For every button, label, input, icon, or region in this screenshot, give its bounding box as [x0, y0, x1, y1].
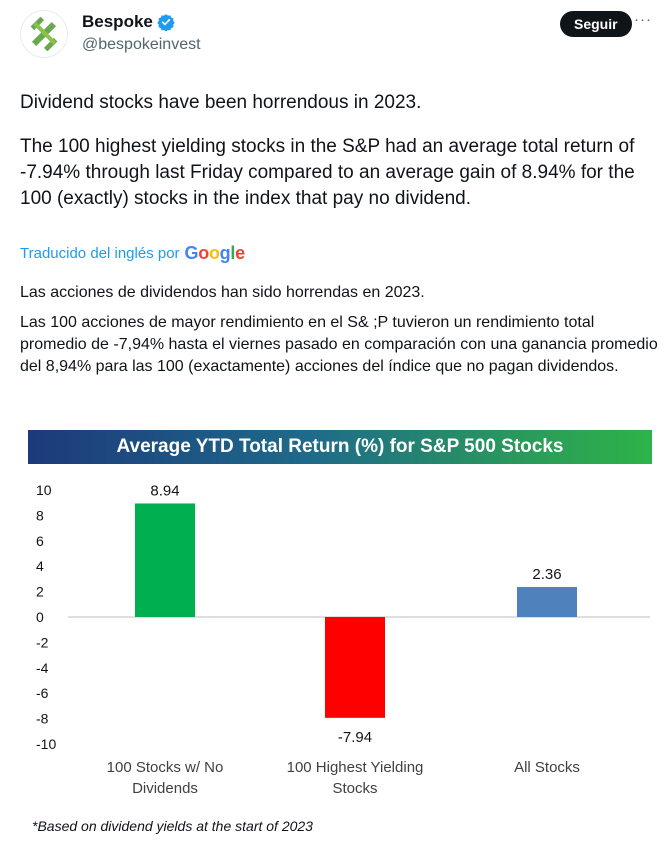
y-tick-label: 2	[36, 584, 44, 600]
follow-button[interactable]: Seguir	[560, 11, 632, 37]
translated-paragraph: Las acciones de dividendos han sido horr…	[20, 284, 425, 301]
y-tick-label: 10	[36, 482, 52, 498]
data-label: 2.36	[532, 566, 561, 583]
translation-label: Traducido del inglés por	[20, 245, 180, 262]
display-name[interactable]: Bespoke	[82, 12, 153, 31]
y-tick-label: 4	[36, 558, 44, 574]
category-label: Dividends	[132, 780, 198, 797]
y-tick-label: -4	[36, 660, 49, 676]
y-tick-label: 0	[36, 609, 44, 625]
chart-footnote: *Based on dividend yields at the start o…	[32, 818, 313, 834]
translated-paragraph: Las 100 acciones de mayor rendimiento en…	[20, 314, 658, 375]
google-logo: Google	[184, 243, 246, 263]
more-options-icon[interactable]: ···	[634, 11, 652, 28]
tweet-header: Bespoke @bespokeinvest Seguir ···	[0, 0, 672, 75]
verified-badge-icon	[157, 14, 175, 31]
y-tick-label: -8	[36, 711, 49, 727]
data-label: 8.94	[150, 482, 179, 499]
category-label: 100 Highest Yielding	[287, 759, 424, 776]
tweet-paragraph: The 100 highest yielding stocks in the S…	[20, 136, 635, 209]
chart-image[interactable]: Average YTD Total Return (%) for S&P 500…	[20, 430, 652, 840]
y-tick-label: -6	[36, 685, 49, 701]
y-tick-label: 8	[36, 507, 44, 523]
display-name-row: Bespoke	[82, 12, 175, 32]
category-label: All Stocks	[514, 759, 580, 776]
category-label: 100 Stocks w/ No	[107, 759, 224, 776]
y-tick-label: -2	[36, 634, 49, 650]
avatar[interactable]	[20, 10, 68, 58]
user-handle[interactable]: @bespokeinvest	[82, 36, 201, 53]
chart-title: Average YTD Total Return (%) for S&P 500…	[28, 430, 652, 464]
translation-attribution[interactable]: Traducido del inglés por Google	[20, 243, 245, 264]
bespoke-logo-icon	[30, 17, 58, 51]
bar	[135, 503, 195, 617]
bar	[517, 587, 577, 617]
y-tick-label: 6	[36, 533, 44, 549]
tweet-text: Dividend stocks have been horrendous in …	[20, 90, 660, 230]
data-label: -7.94	[338, 729, 372, 746]
bar	[325, 617, 385, 718]
y-tick-label: -10	[36, 736, 56, 752]
tweet-paragraph: Dividend stocks have been horrendous in …	[20, 92, 422, 113]
bar-chart: 10 8 6 4 2 0 -2 -4 -6 -8 -10 8.94 -7.94 2.36 100 Stock…	[36, 482, 650, 797]
translated-text: Las acciones de dividendos han sido horr…	[20, 282, 660, 386]
category-label: Stocks	[332, 780, 377, 797]
